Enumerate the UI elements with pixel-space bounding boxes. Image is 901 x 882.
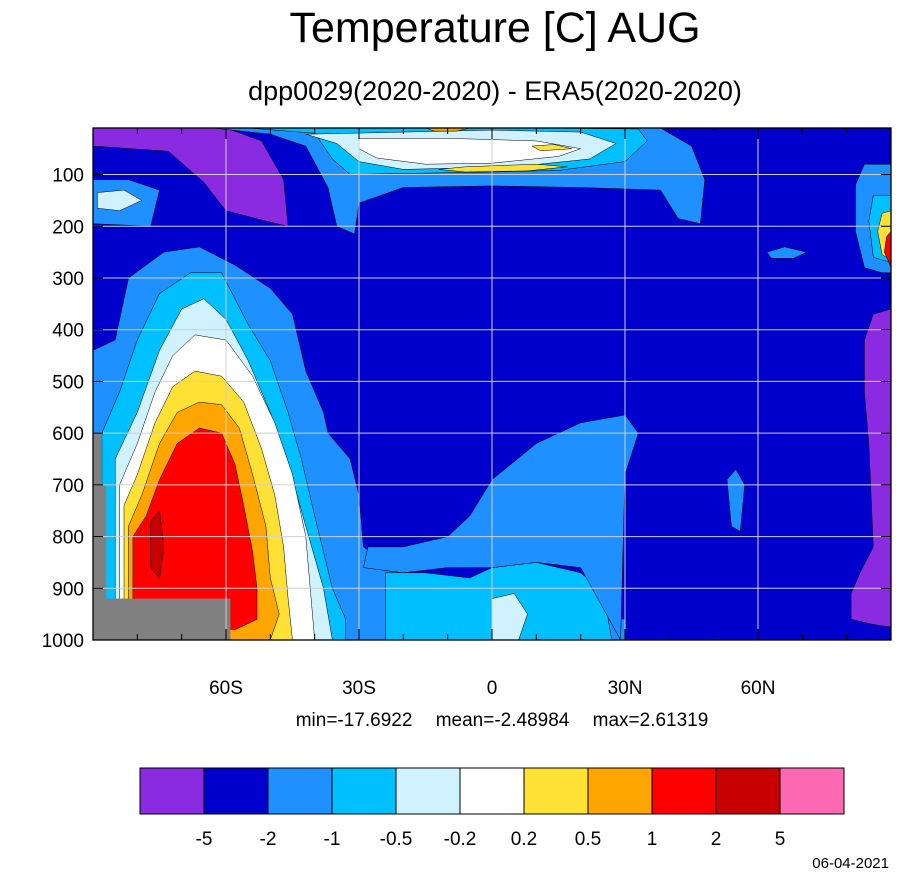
contour-nh-polar xyxy=(850,308,891,628)
contour-nh-ttl-core xyxy=(884,231,891,268)
colorbar-box xyxy=(139,767,205,815)
colorbar-box xyxy=(459,767,525,815)
y-tick-label: 300 xyxy=(52,269,84,290)
colorbar-box xyxy=(715,767,781,815)
date-stamp: 06-04-2021 xyxy=(812,855,889,872)
colorbar-label: 5 xyxy=(775,829,786,850)
x-tick-label: 60N xyxy=(741,678,776,699)
colorbar-box xyxy=(395,767,461,815)
contour-south-cap xyxy=(93,128,289,227)
stat-mean: mean=-2.48984 xyxy=(435,710,570,731)
contour-south-core-inner xyxy=(150,510,165,579)
y-axis-tick-labels: 100 200 300 400 500 600 700 800 900 1000 xyxy=(42,166,84,652)
colorbar: -5 -2 -1 -0.5 -0.2 0.2 0.5 1 2 5 xyxy=(139,767,845,850)
colorbar-label: 2 xyxy=(711,829,722,850)
y-tick-label: 600 xyxy=(52,424,84,445)
colorbar-label: -0.5 xyxy=(380,829,413,850)
y-tick-label: 400 xyxy=(52,321,84,342)
colorbar-box xyxy=(523,767,589,815)
colorbar-label: 1 xyxy=(647,829,658,850)
x-tick-label: 30S xyxy=(342,678,376,699)
colorbar-box xyxy=(651,767,717,815)
y-tick-label: 900 xyxy=(52,579,84,600)
y-tick-label: 700 xyxy=(52,476,84,497)
y-tick-label: 500 xyxy=(52,372,84,393)
colorbar-label: -5 xyxy=(196,829,213,850)
colorbar-label: -2 xyxy=(260,829,277,850)
stat-max: max=2.61319 xyxy=(592,710,709,731)
colorbar-box xyxy=(267,767,333,815)
x-tick-label: 60S xyxy=(209,678,243,699)
contour-ttl-warm xyxy=(438,163,568,173)
stat-min: min=-17.6922 xyxy=(295,710,413,731)
colorbar-box xyxy=(331,767,397,815)
y-tick-label: 100 xyxy=(52,166,84,187)
contour-ttl-warm-spot xyxy=(531,144,572,152)
y-tick-label: 200 xyxy=(52,217,84,238)
x-tick-label: 30N xyxy=(608,678,643,699)
axis-ticks xyxy=(93,128,891,641)
colorbar-box xyxy=(203,767,269,815)
colorbar-label: 0.5 xyxy=(575,829,601,850)
summary-stats: min=-17.6922 mean=-2.48984 max=2.61319 xyxy=(0,710,901,732)
colorbar-box xyxy=(779,767,845,815)
contour-nh-tropics xyxy=(363,414,639,640)
y-tick-label: 800 xyxy=(52,528,84,549)
missing-data-topography xyxy=(93,433,231,640)
contour-south-blob-inner xyxy=(97,189,143,211)
chart-subtitle: dpp0029(2020-2020) - ERA5(2020-2020) xyxy=(248,76,742,106)
colorbar-label: 0.2 xyxy=(511,829,537,850)
contour-nh-blob xyxy=(766,246,808,259)
colorbar-box xyxy=(587,767,653,815)
grid-lines xyxy=(93,128,891,640)
colorbar-label: -0.2 xyxy=(444,829,477,850)
colorbar-label: -1 xyxy=(324,829,341,850)
chart-title: Temperature [C] AUG xyxy=(289,4,701,52)
x-tick-label: 0 xyxy=(487,678,498,699)
x-axis-tick-labels: 60S 30S 0 30N 60N xyxy=(209,678,775,699)
y-tick-label: 1000 xyxy=(42,631,84,652)
